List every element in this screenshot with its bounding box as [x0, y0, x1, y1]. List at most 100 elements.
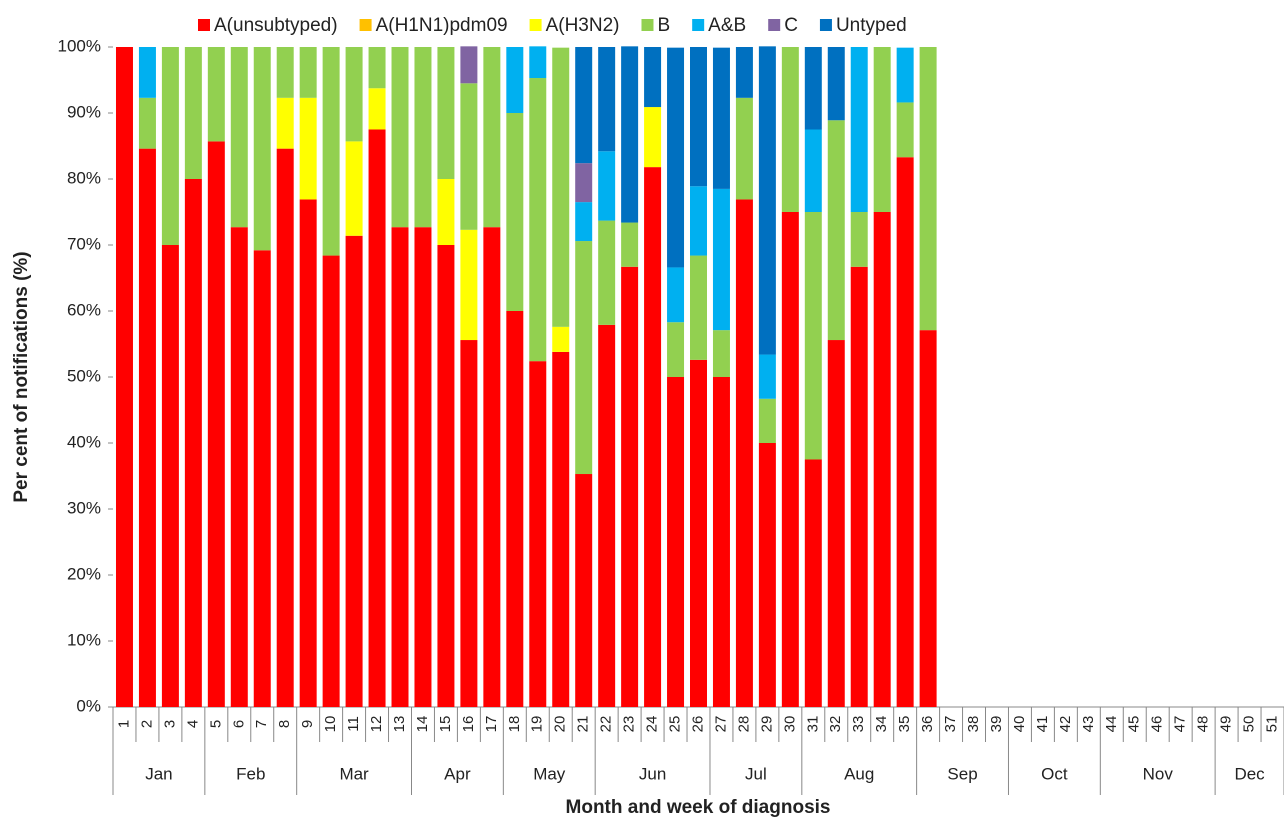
bar-segment	[414, 227, 432, 707]
y-tick-label: 70%	[67, 234, 101, 253]
month-label: Oct	[1041, 764, 1068, 783]
x-tick-label: 44	[1103, 716, 1120, 733]
x-tick-label: 18	[506, 716, 523, 733]
bar-segment	[230, 47, 248, 228]
bar-segment	[506, 47, 524, 113]
x-tick-label: 20	[552, 716, 569, 733]
bar-segment	[184, 47, 202, 179]
legend-swatch	[641, 19, 654, 31]
x-tick-label: 49	[1218, 716, 1235, 733]
bar-segment	[207, 47, 225, 142]
bar-segment	[735, 97, 753, 200]
bar-segment	[322, 255, 340, 707]
bar-segment	[690, 47, 707, 187]
bar-segment	[621, 266, 639, 707]
bar-segment	[437, 245, 455, 707]
x-tick-label: 32	[827, 716, 844, 733]
x-tick-label: 15	[437, 716, 454, 733]
bar-segment	[804, 129, 822, 212]
x-tick-label: 50	[1241, 716, 1258, 733]
x-tick-label: 42	[1057, 716, 1074, 733]
bar-segment	[529, 78, 547, 362]
month-label: Dec	[1234, 764, 1265, 783]
y-tick-label: 80%	[67, 168, 101, 187]
bar-segment	[460, 46, 478, 84]
month-label: Aug	[844, 764, 874, 783]
y-tick-label: 20%	[67, 564, 101, 583]
x-tick-label: 24	[644, 716, 661, 733]
bar-segment	[667, 377, 685, 707]
bar-segment	[735, 47, 753, 98]
x-tick-label: 31	[804, 716, 821, 733]
bar-segment	[368, 88, 386, 130]
x-tick-label: 21	[575, 716, 592, 733]
bar-segment	[414, 47, 432, 228]
bar-segment	[552, 326, 570, 352]
x-tick-label: 37	[942, 716, 959, 733]
bar-segment	[345, 141, 363, 236]
x-tick-label: 6	[230, 720, 247, 728]
legend-swatch	[768, 19, 781, 31]
bar-segment	[919, 47, 937, 331]
x-tick-label: 8	[276, 720, 293, 728]
bar-segment	[758, 443, 776, 707]
x-tick-label: 11	[345, 716, 362, 732]
bar-segment	[575, 202, 593, 242]
x-tick-label: 4	[184, 720, 201, 728]
bar-segment	[161, 47, 179, 245]
bar-segment	[873, 212, 891, 707]
bar-segment	[690, 186, 707, 256]
x-tick-label: 45	[1126, 716, 1143, 733]
bar-segment	[138, 97, 156, 149]
bar-segment	[873, 47, 891, 212]
bar-segment	[598, 324, 616, 707]
x-tick-label: 23	[621, 716, 638, 733]
month-label: Jan	[145, 764, 172, 783]
bar-segment	[598, 151, 616, 221]
bar-segment	[758, 354, 776, 399]
x-tick-label: 33	[850, 716, 867, 733]
y-tick-label: 40%	[67, 432, 101, 451]
bar-segment	[621, 222, 639, 267]
month-label: Feb	[236, 764, 265, 783]
x-tick-label: 26	[689, 716, 706, 733]
bar-segment	[896, 102, 914, 158]
bar-segment	[850, 212, 868, 267]
month-label: Sep	[947, 764, 977, 783]
legend-label: A(H3N2)	[546, 15, 620, 36]
y-tick-label: 30%	[67, 498, 101, 517]
bar-segment	[827, 47, 845, 121]
legend-swatch	[692, 19, 705, 31]
y-tick-label: 90%	[67, 102, 101, 121]
x-tick-label: 39	[988, 716, 1005, 733]
bar-segment	[483, 227, 501, 707]
legend-swatch	[529, 19, 542, 31]
bar-segment	[253, 47, 271, 251]
bar-segment	[804, 459, 822, 707]
x-tick-label: 29	[758, 716, 775, 733]
bar-segment	[345, 235, 363, 707]
bar-segment	[299, 47, 317, 98]
x-tick-label: 22	[598, 716, 615, 733]
x-tick-label: 12	[368, 716, 385, 733]
month-label: May	[533, 764, 566, 783]
bar-segment	[575, 241, 593, 475]
bar-segment	[460, 229, 478, 341]
bar-segment	[598, 220, 616, 325]
bar-segment	[276, 97, 294, 149]
x-tick-label: 9	[299, 720, 316, 728]
x-tick-label: 19	[529, 716, 546, 733]
x-tick-label: 46	[1149, 716, 1166, 733]
x-tick-label: 3	[161, 720, 178, 728]
bar-segment	[460, 83, 478, 230]
bar-segment	[690, 359, 707, 707]
bar-segment	[345, 47, 363, 142]
bar-segment	[804, 212, 822, 460]
bar-segment	[758, 398, 776, 443]
bar-segment	[437, 47, 455, 179]
bar-segment	[529, 46, 547, 79]
x-tick-label: 27	[712, 716, 729, 733]
bar-segment	[322, 47, 340, 256]
x-tick-label: 40	[1011, 716, 1028, 733]
